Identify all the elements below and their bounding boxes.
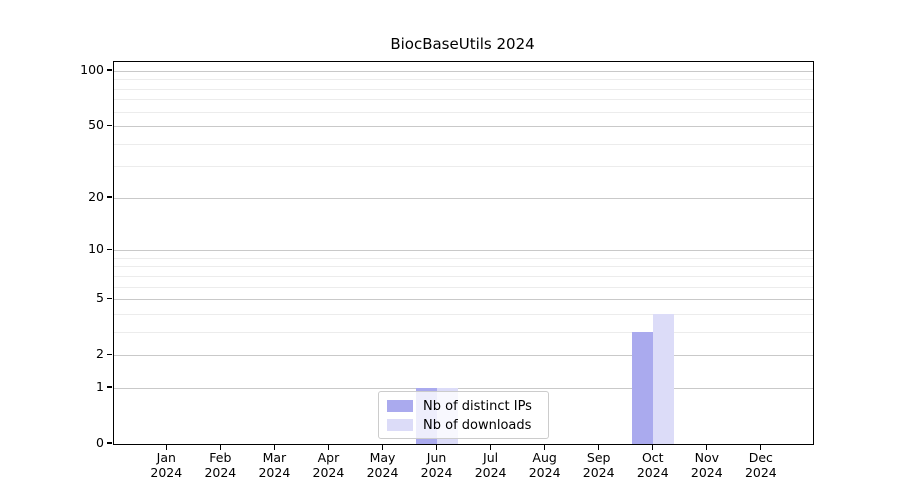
x-tick-label: Feb 2024 xyxy=(204,450,237,480)
bar-downloads xyxy=(653,313,675,444)
x-tick xyxy=(598,444,600,450)
y-tick xyxy=(107,297,112,299)
major-gridline xyxy=(114,70,813,72)
major-gridline xyxy=(114,387,813,389)
legend-label: Nb of distinct IPs xyxy=(423,398,532,414)
y-tick-label: 1 xyxy=(96,378,104,394)
y-tick xyxy=(107,248,112,250)
legend-item-downloads: Nb of downloads xyxy=(387,416,540,434)
x-tick-label: Jul 2024 xyxy=(474,450,507,480)
x-tick xyxy=(760,444,762,450)
x-tick-label: Mar 2024 xyxy=(258,450,291,480)
bar-distinct-ips xyxy=(632,331,654,444)
y-tick xyxy=(107,386,112,388)
y-tick xyxy=(107,196,112,198)
x-tick xyxy=(165,444,167,450)
plot-area xyxy=(113,61,814,445)
x-tick xyxy=(219,444,221,450)
minor-gridline xyxy=(114,111,813,113)
legend-swatch-downloads-icon xyxy=(387,419,413,431)
minor-gridline xyxy=(114,88,813,90)
y-tick-label: 2 xyxy=(96,346,104,362)
minor-gridline xyxy=(114,275,813,277)
y-tick xyxy=(107,353,112,355)
major-gridline xyxy=(114,250,813,252)
x-tick xyxy=(490,444,492,450)
major-gridline xyxy=(114,299,813,301)
minor-gridline xyxy=(114,143,813,145)
x-tick xyxy=(435,444,438,450)
minor-gridline xyxy=(114,79,813,81)
y-tick-label: 20 xyxy=(88,188,104,204)
x-tick xyxy=(273,444,275,450)
x-tick-label: Aug 2024 xyxy=(528,450,561,480)
major-gridline xyxy=(114,355,813,357)
minor-gridline xyxy=(114,266,813,268)
x-tick-label: Jan 2024 xyxy=(150,450,183,480)
major-gridline xyxy=(114,126,813,128)
x-tick xyxy=(544,444,546,450)
y-tick xyxy=(107,69,112,71)
x-tick-label: Apr 2024 xyxy=(312,450,345,480)
x-tick xyxy=(327,444,330,450)
y-tick-label: 5 xyxy=(96,290,104,306)
minor-gridline xyxy=(114,331,813,333)
legend-item-distinct-ips: Nb of distinct IPs xyxy=(387,397,540,415)
x-tick-label: Sep 2024 xyxy=(582,450,615,480)
chart-title: BiocBaseUtils 2024 xyxy=(390,35,535,53)
y-tick-label: 50 xyxy=(88,117,104,133)
major-gridline xyxy=(114,197,813,199)
x-tick-label: Nov 2024 xyxy=(690,450,723,480)
x-tick-label: May 2024 xyxy=(366,450,399,480)
y-tick-label: 100 xyxy=(80,61,104,77)
y-tick xyxy=(107,442,112,444)
x-tick-label: Jun 2024 xyxy=(420,450,453,480)
legend-swatch-distinct-ips-icon xyxy=(387,400,413,412)
minor-gridline xyxy=(114,257,813,259)
y-tick xyxy=(107,124,112,126)
minor-gridline xyxy=(114,286,813,288)
legend: Nb of distinct IPs Nb of downloads xyxy=(378,391,549,439)
minor-gridline xyxy=(114,166,813,168)
x-tick xyxy=(652,444,654,450)
x-tick-label: Dec 2024 xyxy=(744,450,777,480)
legend-label: Nb of downloads xyxy=(423,417,532,433)
y-tick-label: 10 xyxy=(88,241,104,257)
x-tick-label: Oct 2024 xyxy=(636,450,669,480)
minor-gridline xyxy=(114,313,813,315)
y-tick-label: 0 xyxy=(96,435,104,450)
x-tick xyxy=(381,444,384,450)
x-tick xyxy=(706,444,708,450)
minor-gridline xyxy=(114,99,813,101)
